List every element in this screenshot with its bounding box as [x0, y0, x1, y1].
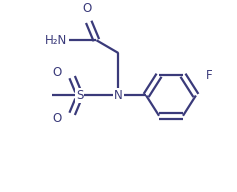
Text: N: N	[114, 89, 123, 102]
Text: O: O	[52, 112, 61, 125]
Text: O: O	[82, 2, 92, 15]
Text: O: O	[52, 66, 61, 79]
Text: H₂N: H₂N	[45, 34, 67, 47]
Text: F: F	[206, 69, 213, 82]
Text: S: S	[76, 89, 83, 102]
